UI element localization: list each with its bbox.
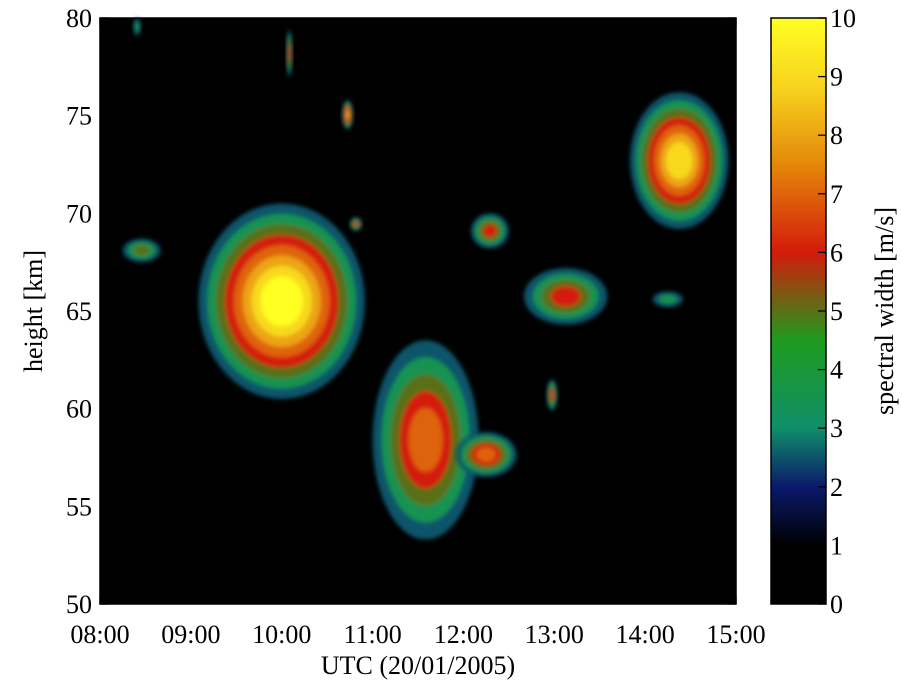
contour-level <box>408 408 443 472</box>
echo-region <box>198 203 365 399</box>
echo-region <box>133 18 141 36</box>
colorbar-ticks: 0 1 2 3 4 5 6 7 8 9 10 <box>818 4 856 619</box>
contour-level <box>550 286 581 307</box>
echo-regions <box>122 18 729 540</box>
y-axis-label: height [km] <box>19 250 48 372</box>
colorbar-tick-label: 5 <box>830 297 843 326</box>
contour-level <box>346 110 350 119</box>
echo-region <box>286 29 293 77</box>
echo-region <box>630 92 729 229</box>
contour-level <box>260 276 304 327</box>
y-tick-label: 70 <box>66 199 92 228</box>
y-tick-label: 55 <box>66 492 92 521</box>
echo-region <box>342 100 353 130</box>
echo-region <box>546 379 558 411</box>
echo-region <box>122 238 161 263</box>
colorbar <box>770 17 827 605</box>
y-tick-label: 75 <box>66 102 92 131</box>
contour-level <box>288 44 291 62</box>
colorbar-tick-label: 2 <box>830 473 843 502</box>
x-axis: 08:00 09:00 10:00 11:00 12:00 13:00 14:00 15:00 <box>70 18 766 649</box>
colorbar-label: spectral width [m/s] <box>870 207 899 415</box>
contour-level <box>476 447 496 462</box>
y-tick-label: 60 <box>66 395 92 424</box>
y-tick-label: 50 <box>66 590 92 619</box>
echo-region <box>349 217 362 231</box>
colorbar-tick-label: 4 <box>830 356 843 385</box>
contour-level <box>665 142 693 180</box>
x-tick-label: 08:00 <box>70 620 129 649</box>
colorbar-tick-label: 8 <box>830 121 843 150</box>
colorbar-tick-label: 1 <box>830 531 843 560</box>
x-tick-label: 11:00 <box>343 620 401 649</box>
echo-region <box>524 268 608 325</box>
y-tick-label: 80 <box>66 4 92 33</box>
echo-region <box>372 340 479 540</box>
echo-region <box>471 213 509 249</box>
x-tick-label: 10:00 <box>252 620 311 649</box>
contour-level <box>134 21 140 32</box>
x-axis-label: UTC (20/01/2005) <box>321 651 515 680</box>
colorbar-tick-label: 0 <box>830 590 843 619</box>
colorbar-tick-label: 7 <box>830 180 843 209</box>
contour-level <box>659 294 677 304</box>
x-tick-label: 15:00 <box>706 620 765 649</box>
x-tick-label: 12:00 <box>434 620 493 649</box>
y-axis: 50 55 60 65 70 75 80 <box>66 4 736 619</box>
contour-level <box>483 224 497 238</box>
x-tick-label: 09:00 <box>161 620 220 649</box>
echo-region <box>455 432 517 478</box>
x-tick-label: 14:00 <box>616 620 675 649</box>
colorbar-tick-label: 9 <box>830 63 843 92</box>
y-tick-label: 65 <box>66 297 92 326</box>
colorbar-tick-label: 10 <box>830 4 856 33</box>
x-tick-label: 13:00 <box>525 620 584 649</box>
contour-level <box>353 221 359 227</box>
colorbar-tick-label: 3 <box>830 414 843 443</box>
contour-level <box>550 389 554 401</box>
contour-level <box>133 245 150 256</box>
colorbar-tick-label: 6 <box>830 238 843 267</box>
echo-region <box>652 291 683 308</box>
